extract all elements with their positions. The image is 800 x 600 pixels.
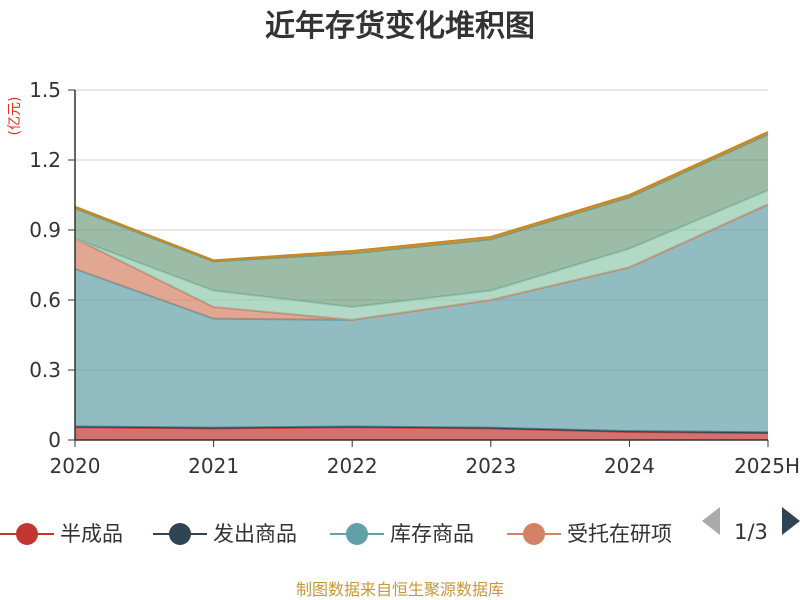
y-tick-label: 1.5 xyxy=(29,78,61,102)
legend-prev-page-icon[interactable] xyxy=(702,507,720,535)
legend-marker xyxy=(346,523,368,545)
x-tick-label: 2024 xyxy=(604,454,655,478)
x-tick-label: 2021 xyxy=(188,454,239,478)
chart-title: 近年存货变化堆积图 xyxy=(265,9,535,44)
area-半成品 xyxy=(75,427,768,440)
x-tick-label: 2020 xyxy=(50,454,101,478)
axes: 0 0.3 0.6 0.9 1.2 1.5 2020 2021 2022 2023 2024 2025… xyxy=(29,78,800,478)
y-tick-label: 0.6 xyxy=(29,288,61,312)
y-tick-label: 0.9 xyxy=(29,218,61,242)
legend-item[interactable]: 受托在研项 xyxy=(507,522,672,546)
y-axis-unit: (亿元) xyxy=(7,97,23,136)
y-tick-label: 0.3 xyxy=(29,358,61,382)
area-库存商品 xyxy=(75,204,768,433)
legend-marker xyxy=(169,523,191,545)
area-系列6 xyxy=(75,134,768,307)
legend-item[interactable]: 库存商品 xyxy=(330,522,474,546)
legend-pager: 1/3 xyxy=(702,507,800,544)
legend-item[interactable]: 发出商品 xyxy=(153,522,297,546)
series-areas xyxy=(74,131,769,440)
legend-item[interactable]: 半成品 xyxy=(0,522,123,546)
legend-next-page-icon[interactable] xyxy=(782,507,800,535)
x-tick-label: 2022 xyxy=(327,454,378,478)
legend-page-indicator: 1/3 xyxy=(734,520,768,544)
legend-marker xyxy=(523,523,545,545)
x-tick-label: 2025H xyxy=(734,454,800,478)
area-系列5 xyxy=(75,190,768,320)
y-tick-label: 0 xyxy=(48,428,61,452)
legend-label: 受托在研项 xyxy=(567,522,672,546)
data-source-note: 制图数据来自恒生聚源数据库 xyxy=(296,580,504,599)
area-系列7 xyxy=(75,132,768,262)
line-系列7 xyxy=(74,131,769,262)
y-tick-label: 1.2 xyxy=(29,148,61,172)
x-tick-label: 2023 xyxy=(465,454,516,478)
legend: 半成品 发出商品 库存商品 受托在研项 xyxy=(0,522,672,546)
legend-label: 发出商品 xyxy=(213,522,297,546)
legend-label: 半成品 xyxy=(60,522,123,546)
legend-label: 库存商品 xyxy=(390,522,474,546)
legend-marker xyxy=(16,523,38,545)
